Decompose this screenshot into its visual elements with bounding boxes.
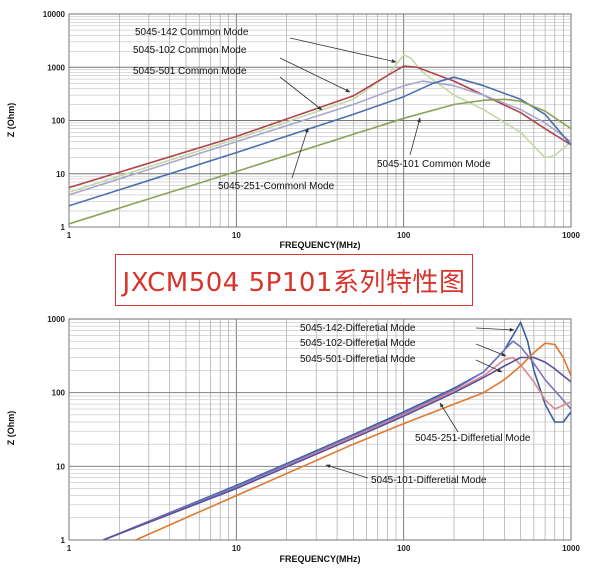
bottom-annotation-arrow: [475, 327, 515, 332]
top-y-tick-label: 1: [61, 223, 66, 232]
bottom-x-tick-label: 100: [397, 544, 411, 553]
bottom-x-tick-label: 1: [67, 544, 72, 553]
series-line-5045-102-common-mode: [69, 65, 571, 189]
series-line-5045-501-common-mode: [69, 80, 571, 196]
bottom-annotation-label: 5045-251-Differetial Mode: [415, 433, 531, 444]
bottom-y-tick-label: 1000: [47, 315, 65, 324]
bottom-annotation-label: 5045-101-Differetial Mode: [371, 475, 487, 486]
top-y-tick-label: 100: [52, 117, 66, 126]
series-line-5045-101-differetial-mode: [135, 342, 571, 540]
differential-mode-chart: 1 10 100 1000 1 10 100 1000 FREQUENCY(MHz) Z (Ohm…: [6, 315, 580, 564]
top-annotation-label: 5045-251-Commonl Mode: [218, 181, 335, 192]
top-annotation-arrow: [409, 117, 421, 156]
bottom-plot-area: [68, 318, 572, 541]
top-x-tick-label: 10: [232, 231, 241, 240]
bottom-y-tick-label: 10: [56, 462, 65, 471]
series-line-5045-142-differetial-mode: [102, 321, 571, 540]
top-annotation-label: 5045-102 Common Mode: [133, 45, 247, 56]
bottom-annotation-arrow: [439, 402, 459, 433]
bottom-annotation-label: 5045-102-Differetial Mode: [300, 338, 416, 349]
bottom-y-tick-label: 100: [52, 389, 66, 398]
top-annotation-arrow: [279, 76, 323, 111]
top-x-tick-label: 100: [397, 231, 411, 240]
series-line-5045-102-differetial-mode: [102, 340, 571, 540]
common-mode-chart: 1 10 100 1000 1 10 100 1000 10000 FREQUENCY(MHz) Z…: [6, 10, 580, 250]
top-annotation-arrow: [291, 127, 309, 179]
top-x-tick-label: 1: [67, 231, 72, 240]
top-y-axis-title: Z (Ohm): [6, 103, 16, 138]
series-title-banner: JXCM504 5P101系列特性图: [115, 254, 473, 306]
bottom-y-tick-label: 1: [61, 536, 66, 545]
top-y-tick-label: 10: [56, 170, 65, 179]
bottom-annotation-arrow: [475, 343, 507, 357]
top-y-tick-label: 1000: [47, 63, 65, 72]
bottom-annotation-label: 5045-501-Differetial Mode: [300, 354, 416, 365]
series-line-5045-501-differetial-mode: [102, 356, 571, 540]
bottom-x-tick-label: 10: [232, 544, 241, 553]
top-annotation-arrow: [279, 57, 351, 93]
bottom-grid: [68, 318, 572, 541]
top-annotation-label: 5045-142 Common Mode: [135, 27, 249, 38]
bottom-annotation-label: 5045-142-Differetial Mode: [300, 323, 416, 334]
top-x-axis-title: FREQUENCY(MHz): [280, 240, 361, 250]
series-line-5045-101-common-mode: [69, 98, 571, 225]
series-line-5045-142-common-mode: [69, 54, 571, 193]
top-annotation-arrow: [289, 37, 397, 63]
bottom-y-axis-title: Z (Ohm): [6, 411, 16, 446]
bottom-annotation-arrow: [475, 359, 503, 373]
top-annotation-label: 5045-101 Common Mode: [377, 159, 491, 170]
series-line-5045-251-differetial-mode: [102, 356, 571, 540]
top-x-tick-label: 1000: [562, 231, 580, 240]
top-y-tick-label: 10000: [43, 10, 66, 19]
bottom-annotation-arrow: [325, 464, 369, 479]
bottom-x-axis-title: FREQUENCY(MHz): [280, 554, 361, 564]
bottom-x-tick-label: 1000: [562, 544, 580, 553]
top-annotation-label: 5045-501 Common Mode: [133, 66, 247, 77]
